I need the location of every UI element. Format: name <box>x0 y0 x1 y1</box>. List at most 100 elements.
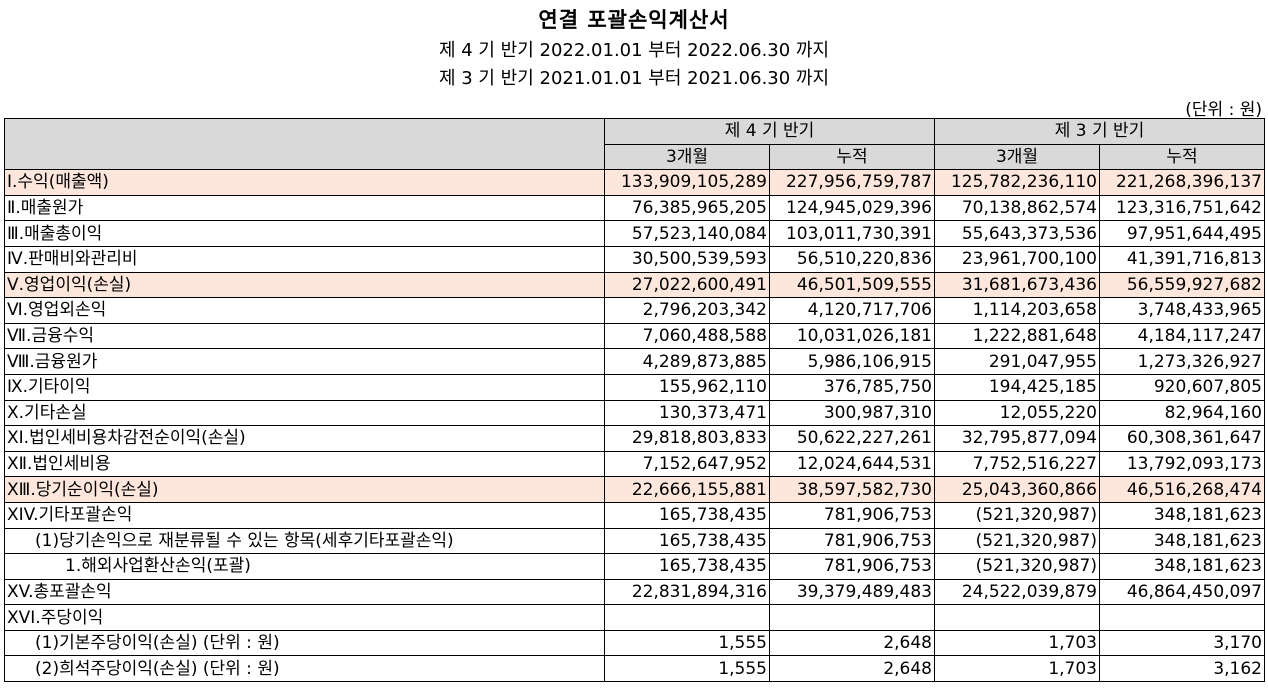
row-label: XⅡ.법인세비용 <box>4 450 605 478</box>
cell-value: 32,795,877,094 <box>934 425 1100 452</box>
cell-value: 103,011,730,391 <box>769 220 935 247</box>
income-statement-table: 제 4 기 반기 제 3 기 반기 3개월 누적 3개월 누적 Ⅰ.수익(매출액… <box>4 117 1265 683</box>
table-row: Ⅲ.매출총이익 57,523,140,084 103,011,730,391 5… <box>4 220 1265 247</box>
cell-value: (521,320,987) <box>934 553 1100 580</box>
cell-value: 130,373,471 <box>604 399 770 427</box>
table-row: XV.총포괄손익 22,831,894,316 39,379,489,483 2… <box>4 578 1265 606</box>
table-row: Ⅱ.매출원가 76,385,965,205 124,945,029,396 70… <box>4 194 1265 222</box>
cell-value: 7,752,516,227 <box>934 450 1100 478</box>
table-row: (1)당기손익으로 재분류될 수 있는 항목(세후기타포괄손익) 165,738… <box>4 527 1265 555</box>
cell-value: 1,703 <box>934 629 1100 657</box>
row-label: Ⅱ.매출원가 <box>4 194 605 222</box>
cell-value: 1,555 <box>604 629 770 657</box>
cell-value: 76,385,965,205 <box>604 194 770 222</box>
unit-label: (단위 : 원) <box>1185 100 1262 120</box>
cell-value: 29,818,803,833 <box>604 425 770 452</box>
cell-value: 300,987,310 <box>769 399 935 427</box>
cell-value: 7,152,647,952 <box>604 450 770 478</box>
cell-value: 30,500,539,593 <box>604 245 770 273</box>
cell-value: 13,792,093,173 <box>1099 450 1265 478</box>
header-current-cumulative: 누적 <box>769 143 935 171</box>
row-label: Ⅵ.영업외손익 <box>4 297 605 324</box>
table-row: XⅡ.법인세비용 7,152,647,952 12,024,644,531 7,… <box>4 450 1265 478</box>
cell-value: 12,055,220 <box>934 399 1100 427</box>
cell-value: 1,555 <box>604 655 770 683</box>
table-row: Ⅴ.영업이익(손실) 27,022,600,491 46,501,509,555… <box>4 271 1265 299</box>
cell-value: 46,501,509,555 <box>769 271 935 299</box>
cell-value: 348,181,623 <box>1099 501 1265 529</box>
cell-value: 4,289,873,885 <box>604 348 770 375</box>
table-row: Ⅶ.금융수익 7,060,488,588 10,031,026,181 1,22… <box>4 322 1265 350</box>
table-row: Ⅰ.수익(매출액) 133,909,105,289 227,956,759,78… <box>4 169 1265 196</box>
row-label: Ⅸ.기타이익 <box>4 373 605 401</box>
cell-value <box>769 604 935 631</box>
cell-value: 39,379,489,483 <box>769 578 935 606</box>
table-row: (2)희석주당이익(손실) (단위 : 원) 1,555 2,648 1,703… <box>4 655 1265 683</box>
cell-value: 348,181,623 <box>1099 527 1265 555</box>
cell-value: 133,909,105,289 <box>604 169 770 196</box>
statement-title: 연결 포괄손익계산서 <box>538 8 730 32</box>
header-current-3months: 3개월 <box>604 143 770 171</box>
cell-value: 3,170 <box>1099 629 1265 657</box>
prior-period-range: 제 3 기 반기 2021.01.01 부터 2021.06.30 까지 <box>438 68 830 89</box>
cell-value: 60,308,361,647 <box>1099 425 1265 452</box>
cell-value: 124,945,029,396 <box>769 194 935 222</box>
row-label: Ⅹ.기타손실 <box>4 399 605 427</box>
cell-value: 25,043,360,866 <box>934 476 1100 503</box>
cell-value: 781,906,753 <box>769 527 935 555</box>
cell-value: 291,047,955 <box>934 348 1100 375</box>
cell-value: 24,522,039,879 <box>934 578 1100 606</box>
cell-value: 1,703 <box>934 655 1100 683</box>
cell-value: (521,320,987) <box>934 501 1100 529</box>
header-prior-cumulative: 누적 <box>1099 143 1265 171</box>
cell-value: 4,184,117,247 <box>1099 322 1265 350</box>
header-row-periods: 제 4 기 반기 제 3 기 반기 <box>4 117 1265 171</box>
header-prior-period: 제 3 기 반기 <box>934 118 1265 145</box>
cell-value: 22,666,155,881 <box>604 476 770 503</box>
cell-value: 4,120,717,706 <box>769 297 935 324</box>
cell-value: 165,738,435 <box>604 527 770 555</box>
table-row: XVI.주당이익 <box>4 604 1265 631</box>
cell-value: 1,222,881,648 <box>934 322 1100 350</box>
cell-value: 38,597,582,730 <box>769 476 935 503</box>
cell-value: 56,559,927,682 <box>1099 271 1265 299</box>
cell-value: 3,748,433,965 <box>1099 297 1265 324</box>
row-label: Ⅴ.영업이익(손실) <box>4 271 605 299</box>
cell-value <box>604 604 770 631</box>
table-row: Ⅷ.금융원가 4,289,873,885 5,986,106,915 291,0… <box>4 348 1265 375</box>
cell-value: 7,060,488,588 <box>604 322 770 350</box>
cell-value: 920,607,805 <box>1099 373 1265 401</box>
row-label: Ⅲ.매출총이익 <box>4 220 605 247</box>
cell-value: 2,648 <box>769 655 935 683</box>
table-row: Ⅹ.기타손실 130,373,471 300,987,310 12,055,22… <box>4 399 1265 427</box>
cell-value: 348,181,623 <box>1099 553 1265 580</box>
row-label: 1.해외사업환산손익(포괄) <box>4 553 605 580</box>
cell-value: 123,316,751,642 <box>1099 194 1265 222</box>
row-label: Ⅷ.금융원가 <box>4 348 605 375</box>
header-row-subcols: 3개월 누적 3개월 누적 <box>5 143 1265 171</box>
row-label: (1)기본주당이익(손실) (단위 : 원) <box>4 629 605 657</box>
table-row: Ⅸ.기타이익 155,962,110 376,785,750 194,425,1… <box>4 373 1265 401</box>
row-label: Ⅰ.수익(매출액) <box>4 169 605 196</box>
cell-value: 3,162 <box>1099 655 1265 683</box>
cell-value: 125,782,236,110 <box>934 169 1100 196</box>
row-label: XIV.기타포괄손익 <box>4 501 605 529</box>
row-label: XI.법인세비용차감전순이익(손실) <box>4 425 605 452</box>
row-label: (2)희석주당이익(손실) (단위 : 원) <box>4 655 605 683</box>
header-prior-3months: 3개월 <box>934 143 1100 171</box>
cell-value: 221,268,396,137 <box>1099 169 1265 196</box>
cell-value: 2,648 <box>769 629 935 657</box>
header-blank-cell <box>4 117 605 171</box>
table-row: Ⅵ.영업외손익 2,796,203,342 4,120,717,706 1,11… <box>4 297 1265 324</box>
cell-value: 50,622,227,261 <box>769 425 935 452</box>
cell-value: 46,516,268,474 <box>1099 476 1265 503</box>
cell-value: 57,523,140,084 <box>604 220 770 247</box>
table-row: XⅢ.당기순이익(손실) 22,666,155,881 38,597,582,7… <box>4 476 1265 503</box>
cell-value: 165,738,435 <box>604 553 770 580</box>
table-row: Ⅳ.판매비와관리비 30,500,539,593 56,510,220,836 … <box>4 245 1265 273</box>
cell-value: 2,796,203,342 <box>604 297 770 324</box>
cell-value <box>1099 604 1265 631</box>
cell-value: 22,831,894,316 <box>604 578 770 606</box>
cell-value: 5,986,106,915 <box>769 348 935 375</box>
cell-value: 41,391,716,813 <box>1099 245 1265 273</box>
